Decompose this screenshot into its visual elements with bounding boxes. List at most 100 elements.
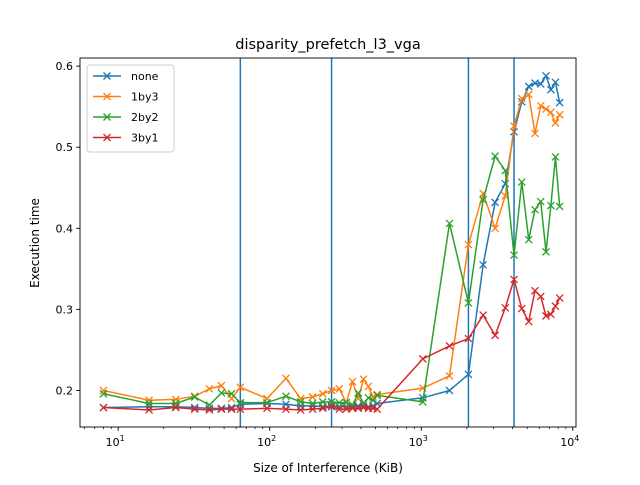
- data-point: [145, 399, 154, 408]
- data-point: [373, 391, 382, 400]
- data-point: [464, 370, 473, 379]
- y-tick-label: 0.4: [56, 222, 74, 235]
- data-point: [445, 371, 454, 380]
- data-point: [342, 398, 351, 407]
- data-point: [531, 205, 539, 214]
- data-point: [479, 311, 488, 320]
- legend-item-2by2: 2by2: [93, 111, 159, 124]
- data-point: [536, 101, 545, 110]
- data-point: [373, 405, 382, 414]
- data-point: [464, 334, 473, 343]
- data-point: [335, 398, 344, 407]
- data-point: [348, 377, 357, 386]
- data-point: [510, 275, 519, 284]
- legend-label: 2by2: [131, 111, 159, 124]
- data-point: [205, 384, 214, 393]
- data-point: [342, 405, 351, 414]
- data-point: [546, 108, 555, 117]
- data-point: [491, 331, 500, 340]
- data-point: [327, 386, 336, 395]
- data-point: [445, 386, 454, 395]
- data-point: [335, 384, 344, 393]
- data-point: [318, 389, 327, 398]
- legend-label: 3by1: [131, 132, 159, 145]
- data-point: [236, 405, 245, 414]
- data-point: [542, 105, 550, 114]
- data-point: [546, 201, 555, 210]
- data-point: [546, 310, 555, 319]
- data-point: [364, 382, 373, 391]
- data-point: [418, 397, 427, 406]
- data-point: [236, 398, 245, 407]
- legend-marker: [103, 113, 111, 121]
- data-point: [491, 224, 500, 233]
- data-point: [217, 405, 226, 414]
- series-3by1: [99, 275, 564, 414]
- data-point: [348, 401, 357, 410]
- data-point: [335, 405, 344, 414]
- data-point: [551, 152, 560, 161]
- data-point: [327, 402, 336, 411]
- y-tick-label: 0.6: [56, 60, 74, 73]
- data-point: [318, 397, 327, 406]
- data-point: [227, 405, 236, 414]
- data-point: [555, 202, 564, 211]
- plot-area: 101 102 103 104 0.2 0.3 0.4 0.5 0.6: [56, 57, 579, 449]
- legend-label: none: [131, 70, 159, 83]
- data-point: [205, 406, 214, 414]
- data-point: [418, 354, 427, 363]
- data-point: [546, 85, 555, 94]
- y-tick-label: 0.2: [56, 385, 74, 398]
- axes-frame: [79, 57, 577, 428]
- data-point: [524, 90, 533, 99]
- data-point: [364, 393, 373, 402]
- x-axis-label: Size of Interference (KiB): [253, 461, 403, 475]
- data-point: [348, 404, 357, 413]
- data-point: [531, 129, 539, 138]
- x-tick-label: 104: [560, 434, 579, 449]
- data-point: [281, 405, 290, 414]
- data-point: [517, 94, 526, 103]
- data-point: [99, 403, 108, 412]
- data-point: [190, 405, 199, 414]
- data-point: [281, 374, 290, 383]
- legend: none 1by3 2by2 3by1: [86, 64, 175, 153]
- data-point: [536, 292, 545, 301]
- data-point: [479, 195, 488, 204]
- data-point: [227, 389, 236, 398]
- data-point: [217, 381, 226, 390]
- data-point: [542, 71, 550, 80]
- data-point: [190, 393, 199, 401]
- data-point: [524, 317, 533, 326]
- data-point: [445, 219, 454, 228]
- data-point: [551, 78, 560, 87]
- legend-item-none: none: [93, 70, 159, 83]
- data-point: [308, 393, 317, 401]
- data-point: [99, 386, 108, 395]
- data-point: [491, 152, 500, 161]
- data-point: [464, 240, 473, 249]
- y-axis-label: Execution time: [28, 198, 42, 288]
- legend-marker: [103, 133, 111, 142]
- data-point: [308, 399, 317, 408]
- data-point: [555, 110, 564, 119]
- data-point: [205, 404, 214, 413]
- x-tick-label: 102: [257, 434, 276, 449]
- y-tick-label: 0.3: [56, 303, 74, 316]
- data-point: [296, 397, 305, 406]
- legend-marker: [103, 72, 111, 80]
- data-point: [542, 247, 550, 256]
- data-point: [517, 178, 526, 187]
- data-point: [359, 375, 368, 384]
- data-point: [555, 98, 564, 107]
- data-point: [263, 398, 271, 407]
- data-point: [542, 311, 550, 320]
- legend-item-3by1: 3by1: [93, 132, 159, 145]
- series-2by2: [99, 152, 564, 410]
- legend-label: 1by3: [131, 91, 159, 104]
- x-tick-label: 101: [106, 434, 125, 449]
- data-point: [524, 82, 533, 91]
- data-point: [479, 260, 488, 269]
